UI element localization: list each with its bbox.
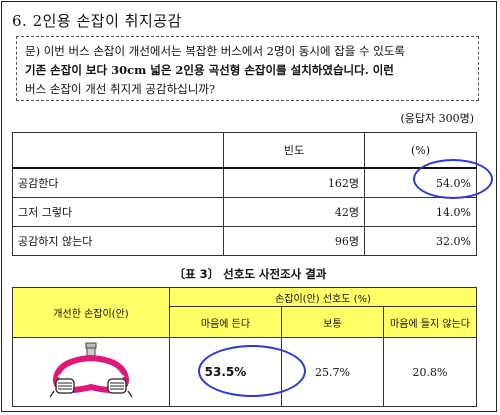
row-label: 공감하지 않는다	[12, 226, 224, 256]
question-box: 문) 이번 버스 손잡이 개선에서는 복잡한 버스에서 2명이 동시에 잡을 수…	[16, 36, 479, 101]
question-line-3: 버스 손잡이 개선 취지게 공감하십니까?	[25, 82, 216, 96]
table-row: 공감하지 않는다 96명 32.0%	[12, 226, 477, 256]
header-blank	[12, 132, 224, 169]
column-dislike: 마음에 들지 않는다	[383, 306, 477, 338]
row-percent: 32.0%	[364, 226, 477, 256]
highlight-circle-53-5	[198, 345, 306, 397]
preference-table: 개선한 손잡이(안) 손잡이(안) 선호도 (%) 마음에 든다 보통 마음에 …	[12, 287, 477, 407]
row-label: 그저 그렇다	[12, 197, 224, 227]
section-title: 6. 2인용 손잡이 취지공감	[12, 12, 182, 30]
row-frequency: 42명	[223, 197, 365, 227]
question-line-2: 기존 손잡이 보다 30cm 넓은 2인용 곡선형 손잡이를 설치하였습니다. …	[25, 63, 394, 77]
respondent-count: (응답자 300명)	[400, 112, 474, 125]
empathy-table: 빈도 (%) 공감한다 162명 54.0% 그저 그렇다 42명 14.0% …	[12, 132, 477, 256]
preference-header-row: 개선한 손잡이(안) 손잡이(안) 선호도 (%)	[12, 287, 477, 338]
table-header-row: 빈도 (%)	[12, 132, 477, 169]
column-like: 마음에 든다	[169, 306, 282, 338]
table-caption: 〔표 3〕 선호도 사전조사 결과	[173, 267, 327, 281]
group-header-preference: 손잡이(안) 선호도 (%)	[169, 287, 477, 307]
preference-subheader-row: 마음에 든다 보통 마음에 들지 않는다	[13, 306, 477, 338]
row-frequency: 162명	[223, 167, 365, 198]
highlight-circle-54	[413, 159, 493, 199]
row-label: 공감한다	[12, 167, 224, 198]
column-neutral: 보통	[281, 306, 384, 338]
header-frequency: 빈도	[223, 132, 365, 169]
row-frequency: 96명	[223, 226, 365, 256]
value-dislike: 20.8%	[383, 337, 477, 407]
row-header-handle: 개선한 손잡이(안)	[12, 287, 170, 338]
row-percent: 14.0%	[364, 197, 477, 227]
two-person-bus-handle-icon	[49, 342, 133, 398]
table-row: 그저 그렇다 42명 14.0%	[12, 197, 477, 227]
question-line-1: 문) 이번 버스 손잡이 개선에서는 복잡한 버스에서 2명이 동시에 잡을 수…	[25, 44, 405, 58]
handle-illustration-cell	[12, 337, 170, 407]
table-row: 공감한다 162명 54.0%	[12, 167, 477, 198]
